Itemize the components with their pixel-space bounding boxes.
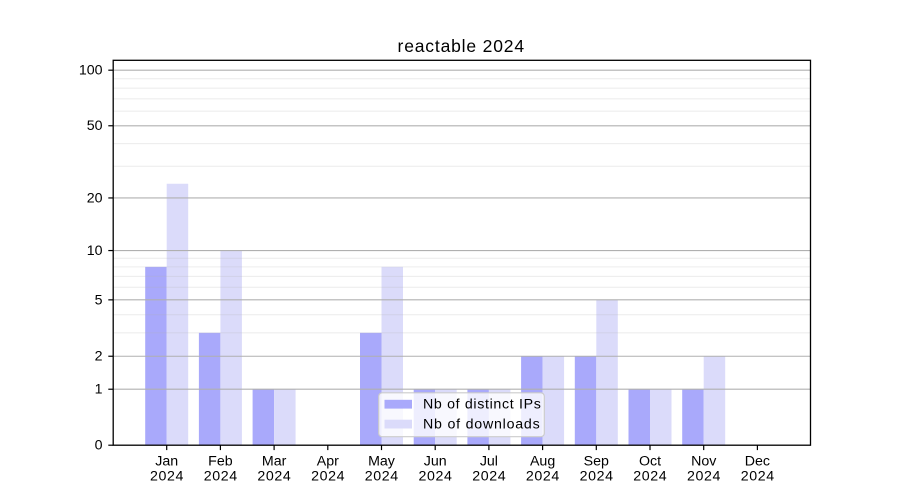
svg-text:10: 10	[87, 243, 103, 259]
svg-text:Oct: Oct	[639, 453, 661, 469]
svg-text:2024: 2024	[150, 468, 184, 484]
svg-text:Mar: Mar	[262, 453, 287, 469]
svg-text:2024: 2024	[687, 468, 721, 484]
svg-text:20: 20	[87, 190, 103, 206]
svg-text:Feb: Feb	[208, 453, 233, 469]
svg-text:Apr: Apr	[317, 453, 339, 469]
svg-text:2: 2	[95, 349, 103, 365]
svg-text:Jun: Jun	[424, 453, 447, 469]
svg-text:2024: 2024	[472, 468, 506, 484]
svg-text:2024: 2024	[311, 468, 345, 484]
svg-text:2024: 2024	[741, 468, 775, 484]
svg-text:1: 1	[95, 382, 103, 398]
svg-text:2024: 2024	[204, 468, 238, 484]
svg-text:2024: 2024	[365, 468, 399, 484]
svg-text:Nb of downloads: Nb of downloads	[423, 417, 540, 433]
svg-text:Dec: Dec	[745, 453, 770, 469]
svg-text:50: 50	[87, 118, 103, 134]
svg-text:2024: 2024	[633, 468, 667, 484]
svg-text:Jan: Jan	[155, 453, 178, 469]
svg-text:5: 5	[95, 292, 103, 308]
svg-text:Jul: Jul	[480, 453, 498, 469]
svg-text:2024: 2024	[526, 468, 560, 484]
svg-text:100: 100	[79, 63, 103, 79]
svg-text:2024: 2024	[257, 468, 291, 484]
svg-text:Nb of distinct IPs: Nb of distinct IPs	[423, 397, 541, 413]
svg-text:May: May	[368, 453, 396, 469]
svg-text:2024: 2024	[580, 468, 614, 484]
svg-text:Nov: Nov	[691, 453, 717, 469]
svg-text:2024: 2024	[419, 468, 453, 484]
svg-text:Sep: Sep	[584, 453, 609, 469]
svg-text:reactable 2024: reactable 2024	[398, 36, 525, 56]
svg-text:Aug: Aug	[530, 453, 555, 469]
svg-text:0: 0	[95, 438, 103, 454]
